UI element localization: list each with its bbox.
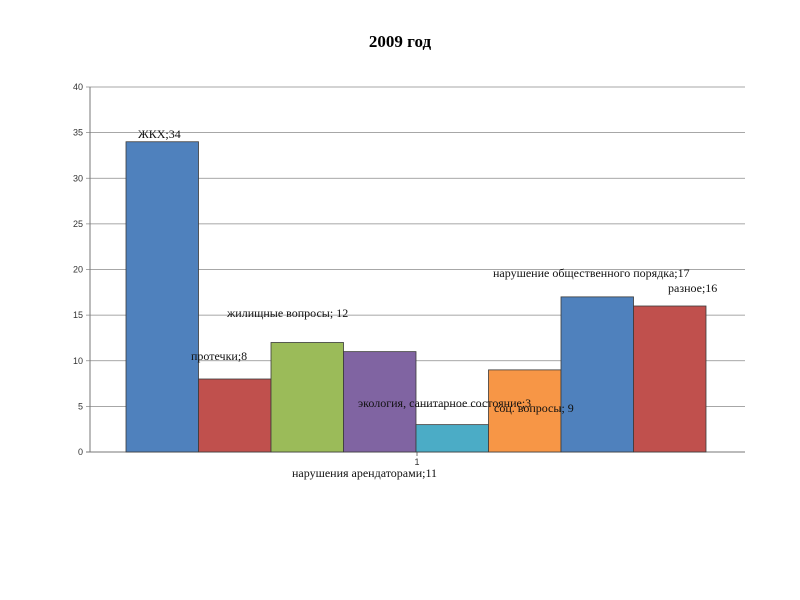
bar-ekologiya [415, 424, 489, 453]
chart-title: 2009 год [368, 32, 432, 51]
y-tick-label: 20 [73, 265, 83, 275]
bar-soc-voprosy [488, 369, 562, 453]
data-label: нарушения арендаторами;11 [292, 466, 437, 480]
y-tick-label: 10 [73, 356, 83, 366]
data-label: нарушение общественного порядка;17 [493, 266, 690, 280]
bar-raznoe [633, 305, 707, 453]
bar-arendatory [343, 351, 417, 453]
data-label: протечки;8 [191, 349, 247, 363]
data-labels: ЖКХ;34 протечки;8 жилищные вопросы; 12 нару… [138, 127, 717, 480]
data-label: соц. вопросы; 9 [494, 401, 574, 415]
y-tick-label: 30 [73, 173, 83, 183]
y-tick-label: 5 [78, 401, 83, 411]
y-tick-label: 15 [73, 310, 83, 320]
y-tick-label: 25 [73, 219, 83, 229]
y-tick-label: 0 [78, 447, 83, 457]
bars [125, 141, 707, 453]
axes: 0 5 10 15 20 25 30 35 40 1 [73, 82, 420, 467]
bar-protechki [198, 378, 272, 453]
data-label: жилищные вопросы; 12 [226, 306, 348, 320]
x-tick-label: 1 [414, 457, 419, 467]
data-label: экология, санитарное состояние;3 [358, 396, 531, 410]
data-label: ЖКХ;34 [138, 127, 181, 141]
bar-obshchestvennyy-poryadok [560, 296, 634, 453]
bar-zhkkh [125, 141, 199, 453]
bar-zhilishchnye [270, 342, 344, 453]
y-tick-label: 40 [73, 82, 83, 92]
data-label: разное;16 [668, 281, 717, 295]
y-tick-label: 35 [73, 128, 83, 138]
